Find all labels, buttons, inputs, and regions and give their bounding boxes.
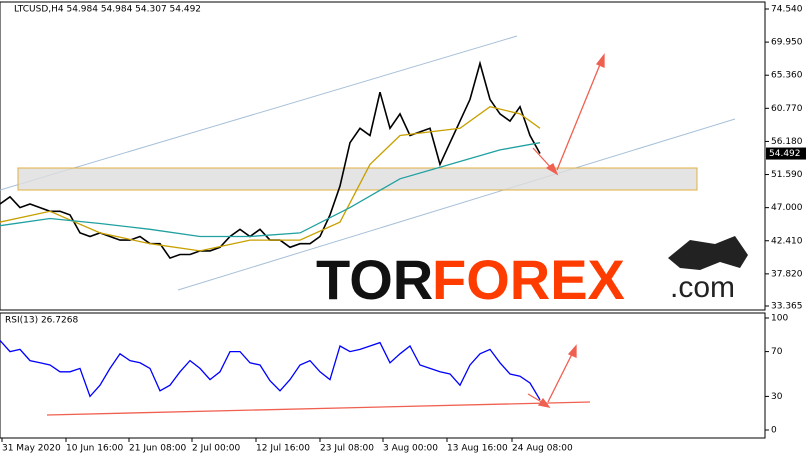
x-tick-label: 3 Aug 00:00	[383, 444, 438, 454]
x-tick-label: 2 Jul 00:00	[192, 444, 241, 454]
channel-line	[0, 35, 518, 191]
rsi-title: RSI(13) 26.7268	[5, 316, 78, 326]
y-tick-label: 56.180	[771, 137, 803, 147]
arrows	[46, 53, 605, 416]
series-line	[0, 60, 541, 260]
bull-icon	[668, 236, 748, 270]
watermark: .com	[670, 271, 735, 304]
x-tick-label: 24 Aug 08:00	[512, 444, 573, 454]
y-tick-label: 51.590	[771, 170, 803, 180]
watermark: TOR FOREX .com	[316, 236, 748, 311]
channel-line	[177, 118, 736, 291]
y-tick-label: 69.950	[771, 38, 803, 48]
x-tick-label: 31 May 2020	[2, 444, 61, 454]
y-tick-label: 42.410	[771, 236, 803, 246]
x-tick-label: 13 Aug 16:00	[447, 444, 508, 454]
watermark: FOREX	[432, 248, 625, 311]
y-tick-label: 47.000	[771, 203, 803, 213]
y-tick-label: 70	[771, 347, 783, 357]
y-tick-label: 30	[771, 392, 783, 402]
y-tick-label: 100	[771, 314, 788, 324]
series-line	[0, 339, 541, 401]
y-tick-label: 74.540	[771, 4, 803, 14]
header: LTCUSD,H4 54.984 54.984 54.307 54.492	[14, 5, 201, 15]
support-zone	[17, 167, 698, 191]
watermark: TOR	[316, 248, 433, 311]
x-tick-label: 23 Jul 08:00	[320, 444, 374, 454]
series-line	[0, 142, 541, 238]
price-tag-bg	[766, 147, 806, 160]
rsi-frame	[0, 312, 766, 439]
y-tick-label: 0	[771, 426, 777, 436]
price-frame	[0, 1, 766, 311]
y-tick-label: 33.365	[771, 301, 803, 311]
series-line	[0, 105, 541, 252]
x-tick-label: 21 Jun 08:00	[129, 444, 186, 454]
y-tick-label: 60.770	[771, 104, 803, 114]
price-tag: 54.492	[769, 149, 801, 159]
y-tick-label: 65.360	[771, 71, 803, 81]
x-tick-label: 12 Jul 16:00	[256, 444, 310, 454]
x-tick-label: 10 Jun 16:00	[66, 444, 123, 454]
y-tick-label: 37.820	[771, 269, 803, 279]
